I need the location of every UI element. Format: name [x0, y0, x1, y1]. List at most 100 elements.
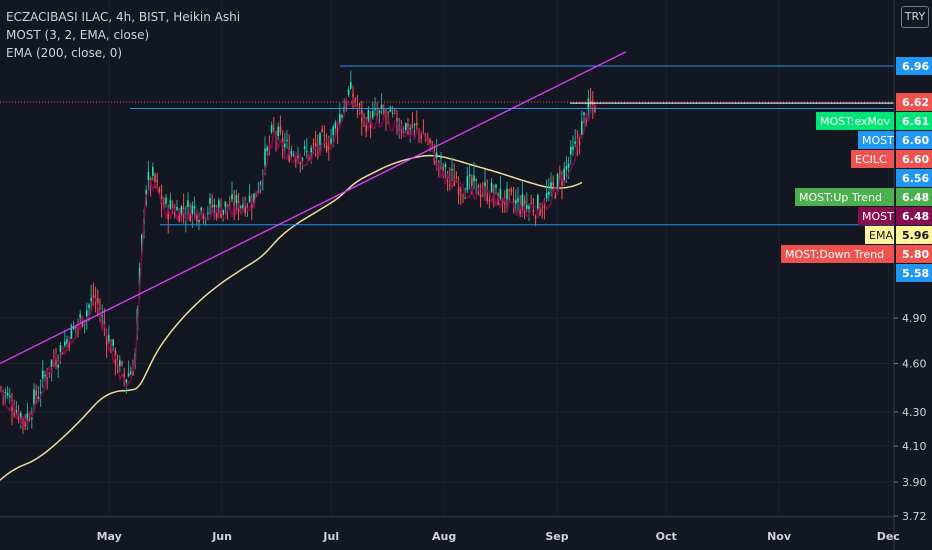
candle-body: [587, 98, 590, 110]
x-tick-label: Aug: [432, 530, 456, 543]
candle-body: [367, 110, 370, 121]
candle-body: [442, 166, 444, 172]
candle-body: [374, 108, 376, 110]
candle-body: [152, 167, 154, 176]
candle-body: [248, 195, 251, 202]
candle-body: [400, 129, 403, 131]
legend-title[interactable]: ECZACIBASI ILAC, 4h, BIST, Heikin Ashi: [6, 10, 241, 24]
currency-button[interactable]: TRY: [901, 6, 929, 28]
candle-body: [312, 143, 315, 145]
candle-body: [270, 125, 273, 132]
candle-body: [468, 174, 471, 177]
candle-body: [15, 410, 18, 413]
chart-legend: ECZACIBASI ILAC, 4h, BIST, Heikin Ashi M…: [6, 8, 240, 62]
price-axis[interactable]: 3.72 3.90 4.10 4.30 4.60 4.90: [894, 312, 927, 523]
candle-body: [200, 207, 202, 211]
candle-body: [512, 199, 515, 203]
x-tick-label: May: [97, 530, 122, 543]
candle-body: [292, 154, 295, 156]
candle-body: [519, 206, 521, 214]
candle-body: [286, 139, 288, 141]
ema-line: [0, 154, 583, 481]
candle-body: [154, 174, 156, 183]
candle-body: [11, 406, 13, 411]
series-label-tag: [858, 130, 894, 149]
candle-body: [4, 391, 7, 393]
price-label-tag: [896, 225, 932, 244]
candle-body: [532, 209, 535, 212]
candle-body: [224, 201, 227, 207]
y-tick-label: 4.90: [902, 312, 927, 325]
candle-body: [37, 396, 40, 400]
series-label-tag: [865, 225, 894, 244]
candle-body: [341, 115, 343, 118]
y-tick-label: 3.90: [902, 476, 927, 489]
candle-body: [405, 122, 407, 130]
candle-body: [9, 395, 11, 397]
candle-body: [198, 219, 200, 223]
candle-body: [543, 206, 546, 209]
candle-body: [46, 377, 48, 379]
candle-body: [191, 205, 194, 215]
candle-body: [75, 326, 77, 328]
legend-indicator-most[interactable]: MOST (3, 2, EMA, close): [6, 28, 150, 42]
x-tick-label: Nov: [767, 530, 792, 543]
candle-body: [358, 104, 361, 106]
candle-body: [266, 147, 268, 152]
y-tick-label: 4.10: [902, 440, 927, 453]
candle-body: [490, 182, 493, 192]
candle-body: [515, 200, 517, 204]
candle-body: [121, 361, 123, 365]
candle-body: [369, 120, 372, 128]
candle-body: [431, 141, 433, 143]
candle-body: [28, 418, 31, 421]
time-axis[interactable]: May Jun Jul Aug Sep Oct Nov Dec: [97, 530, 900, 543]
candle-body: [539, 207, 541, 216]
series-label-tag: [816, 111, 894, 130]
candle-body: [202, 215, 205, 219]
candle-body: [350, 82, 352, 89]
candle-body: [218, 200, 220, 208]
candle-body: [240, 206, 242, 209]
y-tick-label: 4.30: [902, 406, 927, 419]
candle-body: [147, 171, 150, 180]
y-tick-label: 3.72: [902, 510, 927, 523]
candle-body: [552, 182, 554, 186]
candle-body: [325, 145, 328, 151]
candle-body: [101, 315, 103, 317]
candle-body: [363, 115, 365, 117]
legend-indicator-ema[interactable]: EMA (200, close, 0): [6, 46, 123, 60]
candle-body: [391, 112, 394, 114]
candle-body: [211, 205, 213, 209]
candle-body: [165, 197, 167, 204]
candle-body: [169, 200, 172, 209]
candle-body: [323, 134, 326, 136]
candle-body: [125, 379, 128, 383]
candle-body: [409, 128, 411, 130]
candle-body: [303, 145, 306, 149]
candle-body: [209, 198, 211, 205]
candle-body: [460, 189, 462, 192]
candle-body: [572, 146, 574, 151]
candle-body: [284, 144, 286, 148]
candle-body: [156, 180, 158, 182]
candle-body: [473, 175, 475, 182]
candle-body: [253, 193, 255, 204]
series-label-tag: [781, 244, 894, 263]
trendline[interactable]: [0, 51, 627, 365]
price-label-value: 6.96: [902, 60, 929, 73]
candle-body: [528, 205, 530, 210]
candle-body: [495, 184, 497, 189]
price-labels: 6.96 6.62 6.61 MOST:exMov 6.60 MOST 6.60 ECILC 6…: [781, 57, 932, 282]
candle-body: [339, 114, 341, 123]
candle-body: [64, 341, 66, 346]
candle-body: [220, 209, 222, 218]
price-label-value: 6.60: [902, 134, 929, 147]
candle-body: [193, 206, 196, 209]
candle-body: [242, 204, 244, 209]
candle-body: [471, 177, 473, 187]
candle-body: [123, 373, 125, 380]
price-label-tag: [896, 187, 932, 206]
